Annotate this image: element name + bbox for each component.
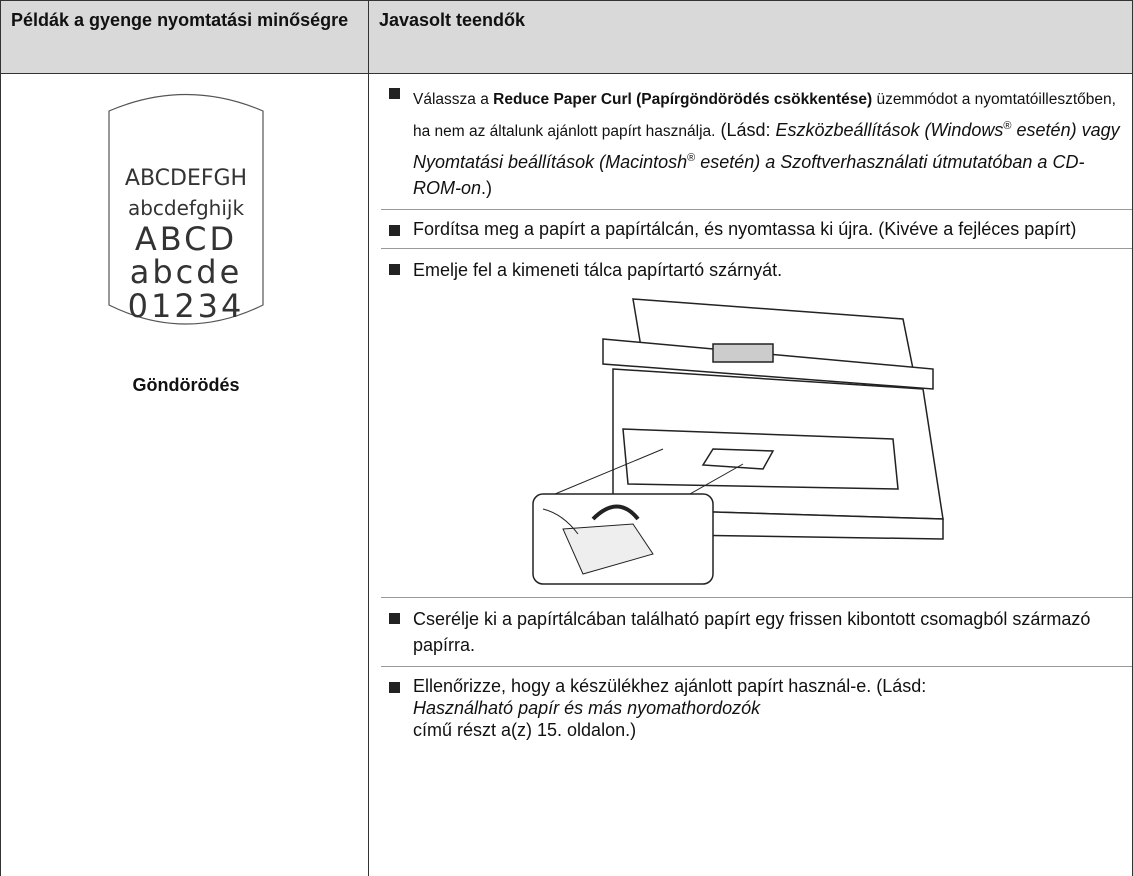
text: (Lásd: xyxy=(715,120,776,140)
text: Cserélje ki a papírtálcában található pa… xyxy=(413,609,1091,655)
text: Ellenőrizze, hogy a készülékhez ajánlott… xyxy=(413,676,927,696)
actions-column: Válassza a Reduce Paper Curl (Papírgöndö… xyxy=(368,73,1133,876)
bullet: Válassza a Reduce Paper Curl (Papírgöndö… xyxy=(369,73,1132,209)
example-column: ABCDEFGH abcdefghijk ABCD abcde 01234 Gö… xyxy=(0,73,369,876)
text: esetén) vagy Nyomtatási beállítások (Mac… xyxy=(413,120,1120,172)
sample-line: ABCD xyxy=(135,220,237,258)
text: Eszközbeállítások (Windows xyxy=(775,120,1004,140)
text: Válassza a xyxy=(413,91,494,108)
text: című részt a(z) 15. oldalon.) xyxy=(413,720,637,740)
text: esetén) a Szoftverhasználati útmutatóban… xyxy=(413,152,1085,198)
caption: Göndörödés xyxy=(133,375,240,395)
bullet: Ellenőrizze, hogy a készülékhez ajánlott… xyxy=(369,667,1132,749)
sample-line: ABCDEFGH xyxy=(125,166,247,191)
text: Használható papír és más nyomathordozók xyxy=(413,698,761,718)
header-text: Javasolt teendők xyxy=(379,10,526,30)
sample-line: abcdefghijk xyxy=(128,196,244,220)
sample-line: 01234 xyxy=(128,287,245,325)
header-text: Példák a gyenge nyomtatási minőségre xyxy=(11,10,349,30)
curl-sample: ABCDEFGH abcdefghijk ABCD abcde 01234 Gö… xyxy=(108,93,264,395)
text: .) xyxy=(481,178,493,198)
sample-line: abcde xyxy=(130,253,243,291)
header-cell: Példák a gyenge nyomtatási minőségre xyxy=(0,0,369,74)
text: ® xyxy=(1003,120,1012,132)
text: Fordítsa meg a papírt a papírtálcán, és … xyxy=(413,219,1077,239)
text: Emelje fel a kimeneti tálca papírtartó s… xyxy=(413,260,783,280)
text: üzemmódot a nyomtatóillesztőben, ha nem … xyxy=(413,91,1116,140)
bullet: Emelje fel a kimeneti tálca papírtartó s… xyxy=(369,249,1132,597)
printer-illustration xyxy=(532,298,944,585)
bullet: Cserélje ki a papírtálcában található pa… xyxy=(369,598,1132,666)
text: Reduce Paper Curl (Papírgöndörödés csökk… xyxy=(493,91,873,108)
text: ® xyxy=(687,152,696,164)
bullet: Fordítsa meg a papírt a papírtálcán, és … xyxy=(369,210,1132,248)
header-cell: Javasolt teendők xyxy=(368,0,1133,74)
